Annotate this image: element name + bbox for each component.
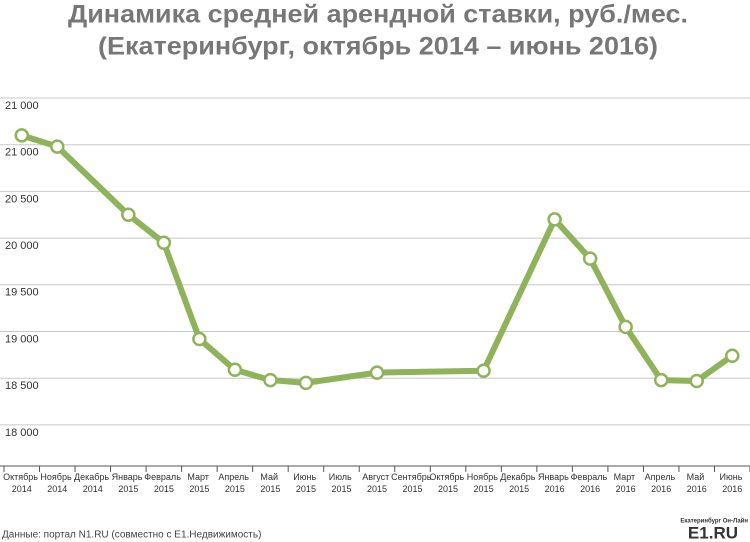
chart-title: Динамика средней арендной ставки, руб./м… — [68, 1, 688, 29]
x-tick-label: Декабрь 2014 — [74, 472, 112, 494]
point — [582, 251, 598, 266]
line-segment — [54, 143, 132, 218]
x-tick-label: Июль 2015 — [329, 472, 354, 494]
point — [121, 207, 136, 223]
point — [263, 372, 278, 388]
x-tick-label: Декабрь 2015 — [500, 472, 538, 494]
y-tick-label: 18 500 — [5, 380, 39, 392]
line-segment — [622, 323, 665, 384]
point — [156, 235, 172, 251]
x-tick-label: Октябрь 2015 — [429, 472, 466, 494]
y-tick-label: 18 000 — [5, 427, 39, 439]
x-tick-label: Июнь 2015 — [293, 472, 318, 494]
point — [14, 128, 30, 143]
x-tick-label: Октябрь 2014 — [3, 472, 40, 494]
chart-subtitle: (Екатеринбург, октябрь 2014 – июнь 2016) — [98, 33, 658, 61]
x-tick-label: Май 2016 — [687, 472, 707, 494]
x-tick-label: Январь 2015 — [112, 472, 145, 494]
point — [227, 362, 243, 378]
line-segment — [374, 367, 487, 376]
point — [50, 139, 65, 154]
x-tick-label: Июнь 2016 — [720, 472, 745, 494]
x-tick-label: Январь 2016 — [538, 472, 571, 494]
x-tick-label: Февраль 2016 — [571, 472, 610, 494]
x-tick-label: Март 2016 — [614, 472, 638, 494]
point — [369, 365, 385, 380]
point — [653, 372, 669, 388]
x-tick-label: Апрель 2015 — [218, 472, 251, 494]
y-tick-label: 19 000 — [5, 333, 39, 345]
x-tick-label: Август 2015 — [362, 472, 392, 494]
point — [298, 375, 314, 391]
x-tick-label: Сентябрь 2015 — [391, 472, 434, 494]
line-segment — [302, 369, 380, 386]
line-segment — [693, 352, 736, 385]
x-tick-label: Ноябрь 2014 — [40, 472, 74, 494]
point — [547, 212, 562, 227]
x-tick-label: Май 2015 — [260, 472, 280, 494]
point — [724, 348, 740, 364]
line-segment — [160, 239, 203, 342]
line-segment — [551, 216, 594, 262]
point — [192, 331, 207, 347]
x-tick-label: Апрель 2016 — [645, 472, 678, 494]
x-tick-label: Март 2015 — [187, 472, 211, 494]
y-tick-label: 19 500 — [5, 287, 39, 299]
y-tick-label: 21 000 — [5, 100, 39, 112]
point — [689, 373, 704, 389]
y-tick-label: 21 000 — [5, 147, 39, 159]
line-segment — [587, 255, 629, 330]
x-tick-label: Февраль 2015 — [144, 472, 183, 494]
line-segment — [196, 335, 238, 373]
point — [618, 319, 633, 335]
line-segment — [125, 211, 167, 246]
x-tick-label: Ноябрь 2015 — [467, 472, 501, 494]
logo-caption: Екатеринбург Он-Лайн — [680, 518, 748, 525]
line-segment — [480, 216, 558, 374]
point — [476, 363, 491, 378]
y-tick-label: 20 500 — [5, 193, 39, 205]
source: Данные: портал N1.RU (совместно с E1.Нед… — [2, 530, 261, 541]
logo: E1.RU — [688, 523, 738, 542]
y-tick-label: 20 000 — [5, 240, 39, 252]
